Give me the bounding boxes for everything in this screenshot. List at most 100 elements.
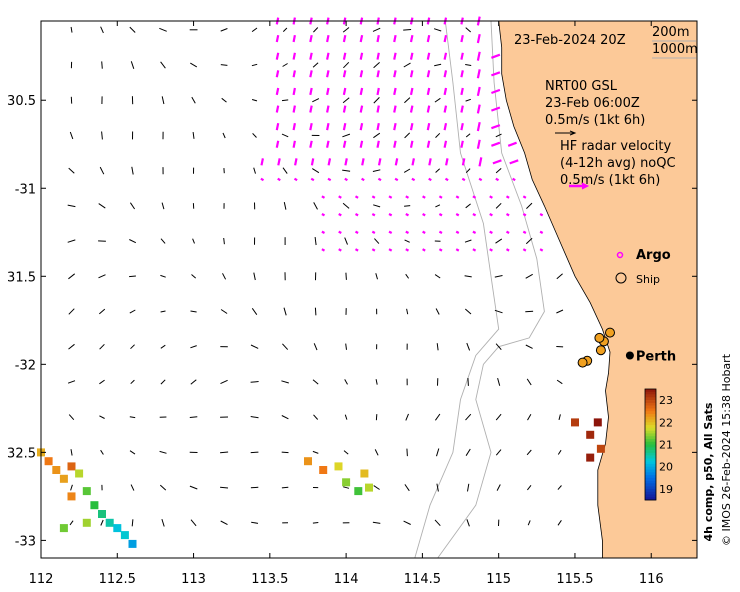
y-tick-label: -32 <box>15 358 36 373</box>
model-scale-arrowhead <box>569 130 577 136</box>
radar-vector <box>275 87 280 96</box>
radar-vector <box>472 248 477 252</box>
model-vector <box>221 97 227 103</box>
radar-vector <box>342 34 347 43</box>
contour-1000 <box>414 20 500 559</box>
colorbar-segment <box>645 441 656 445</box>
x-axis: 112 112.5 113 113.5 114 114.5 115 115.5 116 <box>29 21 664 587</box>
model-vector <box>406 448 408 457</box>
radar-vector <box>309 70 313 78</box>
colorbar-segment <box>645 438 656 443</box>
radar-vector <box>388 213 393 217</box>
model-vector <box>130 344 135 350</box>
radar-vector <box>476 51 481 61</box>
colorbar-segment <box>645 480 656 484</box>
model-vector <box>281 415 289 420</box>
radar-vector <box>491 106 501 112</box>
radar-vector <box>460 34 464 43</box>
radar-vector <box>422 248 426 252</box>
radar-vector <box>522 230 527 234</box>
model-vector <box>99 166 105 175</box>
model-vector <box>131 166 134 175</box>
radar-vector <box>309 87 313 96</box>
x-tick-label: 115.5 <box>556 572 593 587</box>
model-vector <box>312 450 319 454</box>
model-vector <box>191 96 196 104</box>
model-vector <box>465 448 471 456</box>
radar-vector <box>327 158 332 166</box>
radar-vector <box>371 248 376 252</box>
model-vector <box>527 520 531 526</box>
colorbar-segment <box>645 486 656 490</box>
model-vector <box>160 238 166 244</box>
model-vector <box>281 380 289 384</box>
sst-cell <box>586 430 595 439</box>
radar-vector <box>409 122 414 131</box>
radar-vector <box>359 52 364 60</box>
radar-vector <box>444 177 449 182</box>
colorbar-tick-label: 22 <box>659 416 673 429</box>
radar-vector <box>445 158 449 166</box>
model-vector <box>373 97 380 104</box>
radar-vector <box>443 52 448 60</box>
radar-vector <box>310 177 315 182</box>
model-vector <box>312 168 320 174</box>
model-vector <box>434 63 442 67</box>
radar-vector <box>422 195 426 199</box>
radar-vector <box>388 195 393 199</box>
argo-marker-key <box>616 251 624 259</box>
model-vector <box>403 168 411 173</box>
model-vector <box>160 274 166 278</box>
radar-vector <box>489 248 493 252</box>
x-tick-label: 113.5 <box>251 572 288 587</box>
sst-patches <box>37 418 605 548</box>
radar-vector <box>478 157 483 167</box>
radar-vector <box>309 34 313 43</box>
radar-vector <box>393 122 397 131</box>
model-vector <box>372 27 381 32</box>
radar-vector <box>321 248 326 252</box>
model-vector <box>527 413 532 421</box>
radar-vector <box>476 69 481 79</box>
model-vector <box>220 520 228 526</box>
model-vector <box>527 484 532 491</box>
radar-vector <box>277 158 281 166</box>
radar-vector <box>460 122 464 131</box>
model-vector <box>220 309 228 314</box>
radar-vector <box>309 140 313 148</box>
model-vector <box>67 204 76 208</box>
model-vector <box>281 99 289 102</box>
radar-vector <box>354 195 359 199</box>
radar-vector <box>409 87 414 96</box>
model-vector <box>435 132 441 138</box>
model-vector <box>465 203 471 209</box>
model-vector <box>403 62 411 68</box>
model-vector <box>312 62 319 68</box>
radar-vector <box>294 158 298 166</box>
model-vector <box>526 449 532 456</box>
colorbar-segment <box>645 472 656 476</box>
model-vector <box>465 168 471 174</box>
radar-vector <box>512 177 516 182</box>
model-vector <box>251 99 258 102</box>
model-vector <box>100 449 104 455</box>
model-vector <box>130 484 135 491</box>
sst-cell <box>586 453 595 462</box>
colorbar-segment <box>645 447 656 451</box>
model-vector <box>435 308 440 315</box>
model-vector <box>495 343 502 351</box>
model-vector <box>556 309 564 314</box>
radar-vector <box>275 140 280 148</box>
radar-vector <box>359 122 364 131</box>
model-vector <box>526 202 533 209</box>
radar-vector <box>277 177 281 182</box>
x-tick-label: 112.5 <box>99 572 136 587</box>
radar-vector <box>371 213 376 217</box>
model-vector <box>99 415 105 419</box>
model-vector <box>159 450 167 454</box>
model-vector <box>344 414 348 420</box>
radar-vector <box>342 122 347 131</box>
model-vector <box>374 238 380 244</box>
colorbar-segment <box>645 394 656 398</box>
y-tick-label: 30.5 <box>7 94 36 109</box>
